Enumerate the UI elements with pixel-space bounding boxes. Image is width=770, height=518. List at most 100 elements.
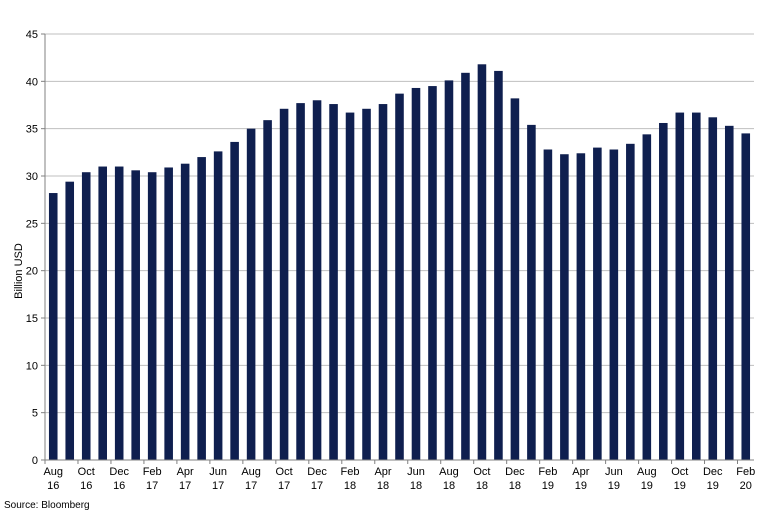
x-tick-label-year: 16 [113, 480, 125, 492]
x-tick-label-year: 19 [575, 480, 587, 492]
bar [279, 108, 289, 460]
y-tick-label: 5 [32, 408, 38, 420]
x-tick-label-month: Feb [143, 466, 162, 478]
x-tick-label-month: Dec [505, 466, 525, 478]
bar [411, 87, 421, 461]
x-tick-label-year: 18 [377, 480, 389, 492]
x-tick-label-year: 20 [740, 480, 752, 492]
source-note: Source: Bloomberg [4, 500, 90, 511]
bar [543, 149, 553, 460]
bar [147, 172, 157, 461]
y-tick-label: 45 [26, 29, 38, 41]
y-tick-label: 20 [26, 266, 38, 278]
x-tick-label-month: Feb [341, 466, 360, 478]
x-tick-label-year: 18 [509, 480, 521, 492]
y-tick-label: 15 [26, 313, 38, 325]
bar [477, 64, 487, 460]
x-tick-label-month: Dec [307, 466, 327, 478]
x-tick-label-month: Apr [572, 466, 589, 478]
x-tick-label-year: 19 [641, 480, 653, 492]
bar [213, 151, 223, 461]
x-tick-label: Apr 18 [374, 466, 391, 492]
x-tick-label-month: Dec [109, 466, 129, 478]
x-tick-label-month: Apr [374, 466, 391, 478]
x-tick-label-year: 18 [476, 480, 488, 492]
bar [114, 166, 124, 461]
x-tick-label: Jun 18 [407, 466, 425, 492]
bar [329, 104, 338, 460]
x-tick-label-month: Aug [637, 466, 657, 478]
x-tick-label: Oct 17 [276, 466, 293, 492]
bar [428, 86, 437, 461]
bar [81, 172, 91, 461]
x-tick-label-year: 19 [707, 480, 719, 492]
y-axis: 0 5 10 15 20 25 30 35 40 45 [26, 29, 46, 467]
x-tick-label-year: 18 [344, 480, 356, 492]
bar [494, 70, 503, 461]
x-tick-label-month: Jun [209, 466, 227, 478]
bar [708, 117, 718, 460]
y-tick-label: 30 [26, 171, 38, 183]
x-tick-label-year: 19 [542, 480, 554, 492]
x-tick-label-month: Aug [43, 466, 63, 478]
x-tick-label-year: 17 [311, 480, 323, 492]
bar [444, 80, 454, 461]
x-tick-label: Apr 19 [572, 466, 589, 492]
bar [395, 93, 404, 460]
y-axis-label: Billion USD [13, 243, 25, 299]
y-tick-label: 40 [26, 76, 38, 88]
x-tick-label-year: 16 [47, 480, 59, 492]
x-axis: Aug 16 Oct 16 Dec 16 Feb 17 Apr 17 Jun 17 Aug 17 Oct 17… [43, 459, 755, 492]
bar [296, 103, 305, 461]
bar [510, 98, 520, 460]
bar [724, 125, 734, 461]
x-tick-label-month: Jun [605, 466, 623, 478]
x-tick-label-month: Jun [407, 466, 425, 478]
x-tick-label: Jun 17 [209, 466, 227, 492]
y-tick-label: 35 [26, 124, 38, 136]
x-tick-label: Oct 18 [473, 466, 490, 492]
x-tick-label-month: Oct [473, 466, 490, 478]
x-tick-label: Aug 19 [637, 466, 657, 492]
x-tick-label: Oct 19 [671, 466, 688, 492]
x-tick-label: Aug 18 [439, 466, 459, 492]
x-tick-label: Dec 19 [703, 466, 723, 492]
x-tick-label-month: Oct [78, 466, 95, 478]
x-tick-label-month: Feb [538, 466, 557, 478]
x-tick-label-year: 17 [212, 480, 224, 492]
x-tick-label-month: Aug [241, 466, 261, 478]
bars [48, 64, 751, 461]
x-tick-label-year: 17 [179, 480, 191, 492]
y-tick-label: 0 [32, 455, 38, 467]
x-tick-label: Jun 19 [605, 466, 623, 492]
bar [642, 134, 652, 460]
bar [659, 122, 668, 460]
x-tick-label: Dec 18 [505, 466, 525, 492]
x-tick-label-year: 19 [608, 480, 620, 492]
bar [65, 181, 75, 460]
x-tick-label-month: Oct [276, 466, 293, 478]
bar [312, 100, 322, 461]
x-tick-label-month: Dec [703, 466, 723, 478]
x-tick-label: Oct 16 [78, 466, 95, 492]
x-tick-label-year: 18 [443, 480, 455, 492]
bar [131, 170, 140, 460]
bar [197, 157, 206, 461]
x-tick-label-year: 17 [146, 480, 158, 492]
x-tick-label-month: Apr [177, 466, 194, 478]
bar [609, 149, 619, 460]
bar [461, 72, 470, 461]
bar [576, 153, 586, 460]
bar [180, 163, 190, 460]
bar [362, 108, 371, 460]
x-tick-label: Feb 18 [341, 466, 360, 492]
bar [230, 141, 239, 461]
x-tick-label-month: Feb [736, 466, 755, 478]
x-tick-label: Feb 19 [538, 466, 557, 492]
bar [164, 167, 173, 461]
bar [560, 154, 569, 460]
x-tick-label: Feb 17 [143, 466, 162, 492]
bar [345, 112, 355, 460]
x-tick-label: Feb 20 [736, 466, 755, 492]
y-tick-label: 25 [26, 218, 38, 230]
